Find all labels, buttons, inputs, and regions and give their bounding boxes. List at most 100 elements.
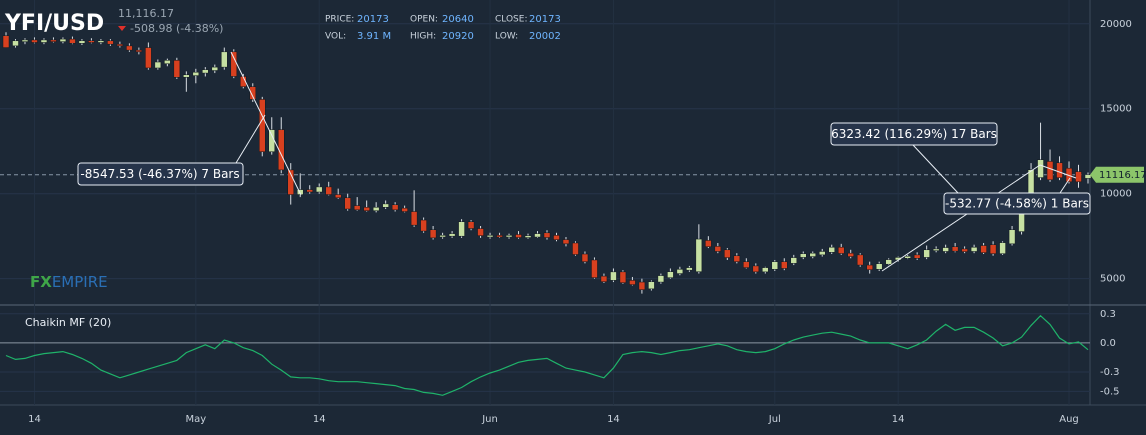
candle-body: [306, 189, 313, 193]
candle-body: [619, 271, 627, 283]
callout-pointer: [235, 114, 266, 164]
y-tick-label: 15000: [1100, 104, 1132, 115]
candle-body: [847, 252, 854, 257]
watermark: FXEMPIRE: [30, 273, 108, 291]
candle-body: [486, 235, 494, 238]
candle-body: [410, 211, 418, 226]
annotation: -532.77 (-4.58%) 1 Bars: [943, 192, 1091, 215]
candle-body: [173, 60, 181, 78]
watermark-empire: EMPIRE: [52, 273, 108, 291]
candle-body: [524, 235, 532, 238]
candle-body: [164, 60, 171, 64]
callout-pointer: [1059, 177, 1071, 194]
y-tick-label: 20000: [1100, 19, 1132, 30]
candle-body: [904, 255, 911, 259]
candle-body: [818, 251, 826, 256]
candle-body: [154, 61, 162, 69]
stat-label: VOL:: [325, 32, 346, 42]
stat-value: 20173: [529, 14, 561, 25]
annotation-box: [77, 162, 244, 186]
candle-body: [629, 280, 636, 285]
candle-body: [970, 246, 978, 252]
x-tick-label: Jun: [481, 414, 498, 425]
candle-body: [743, 261, 750, 268]
candle-body: [249, 86, 257, 100]
x-tick-label: 14: [607, 414, 620, 425]
candle-body: [942, 247, 949, 252]
x-tick-label: Jul: [768, 414, 781, 425]
y-tick-label: -0.5: [1100, 386, 1120, 397]
candle-body: [401, 207, 408, 212]
measure-line: [1039, 164, 1077, 179]
candle-body: [790, 257, 798, 264]
candle-body: [334, 194, 342, 199]
indicator-line: [5, 314, 1089, 396]
candle-body: [714, 246, 722, 252]
candle-body: [135, 49, 143, 53]
annotation-text: -8547.53 (-46.37%) 7 Bars: [80, 167, 239, 181]
x-tick-label: 14: [892, 414, 905, 425]
stat-value: 20640: [442, 14, 474, 25]
candle-body: [477, 228, 484, 236]
candle-body: [382, 203, 389, 208]
candle-body: [88, 40, 95, 43]
candle-body: [496, 235, 503, 238]
candle-body: [695, 238, 703, 272]
symbol: YFI/USD: [4, 11, 104, 36]
candle-body: [1084, 174, 1092, 179]
candle-body: [344, 197, 351, 210]
candle-body: [59, 38, 67, 42]
candle-body: [467, 221, 475, 229]
candle-body: [534, 233, 541, 238]
candle-body: [515, 234, 522, 238]
candle-body: [372, 207, 380, 211]
stat-value: 3.91 M: [357, 31, 391, 42]
candle-body: [572, 242, 579, 255]
candle-body: [315, 186, 323, 193]
candle-body: [192, 71, 200, 76]
candle-body: [277, 129, 285, 171]
candle-body: [800, 253, 807, 258]
candle-body: [31, 39, 38, 43]
candle-body: [752, 265, 760, 273]
y-tick-label: 0.3: [1100, 309, 1116, 320]
candle-body: [676, 269, 684, 274]
candle-body: [951, 246, 959, 252]
candle-body: [932, 248, 940, 251]
candle-body: [325, 186, 332, 195]
candle-body: [1056, 162, 1063, 178]
candle-body: [961, 248, 968, 252]
candle-body: [553, 235, 560, 241]
candle-body: [610, 271, 617, 281]
candle-body: [420, 219, 427, 232]
candle-body: [391, 204, 399, 211]
candle-body: [69, 38, 76, 44]
indicator-title: Chaikin MF (20): [25, 316, 111, 329]
y-tick-label: 10000: [1100, 189, 1132, 200]
candle-body: [781, 261, 788, 269]
candle-body: [145, 47, 152, 69]
candle-body: [126, 45, 133, 51]
candle-body: [648, 281, 655, 290]
stat-value: 20173: [357, 14, 389, 25]
callout-pointer: [912, 144, 959, 194]
candle-body: [591, 259, 598, 278]
candle-body: [439, 235, 446, 238]
candle-body: [913, 254, 921, 259]
candle-body: [21, 39, 29, 42]
last-price-tag: [1090, 166, 1144, 183]
annotation-text: 6323.42 (116.29%) 17 Bars: [831, 127, 997, 141]
candle-body: [885, 259, 892, 265]
candle-body: [429, 229, 437, 239]
candle-body: [771, 261, 779, 270]
x-tick-label: 14: [313, 414, 326, 425]
candle-body: [1008, 229, 1016, 245]
candle-body: [363, 207, 370, 211]
candle-body: [875, 263, 883, 270]
candle-body: [866, 264, 873, 270]
annotation-text: -532.77 (-4.58%) 1 Bars: [945, 197, 1089, 211]
candle-body: [657, 275, 665, 283]
y-tick-label: 0.0: [1100, 338, 1116, 349]
candle-body: [448, 233, 456, 237]
